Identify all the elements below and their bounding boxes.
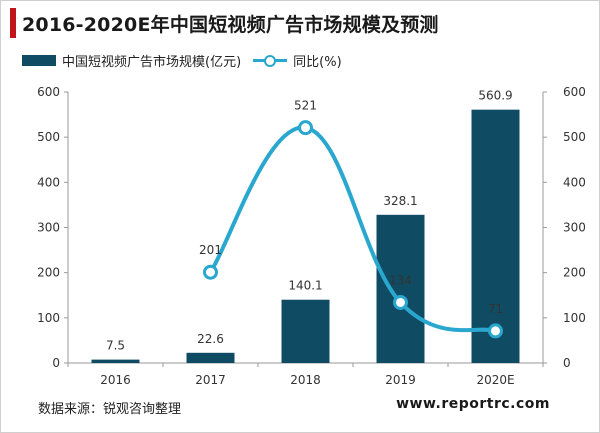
x-tick-label: 2019 [385, 373, 416, 387]
legend-line-swatch [253, 55, 288, 67]
y-tick-label-left: 100 [37, 311, 60, 325]
x-tick-label: 2018 [290, 373, 321, 387]
bar [281, 299, 330, 363]
legend: 中国短视频广告市场规模(亿元) 同比(%) [22, 51, 342, 70]
bar [376, 214, 425, 363]
line-point [488, 323, 503, 339]
y-tick-label-left: 400 [37, 175, 60, 189]
y-tick-label-right: 0 [563, 356, 571, 370]
y-tick-label-right: 100 [563, 311, 586, 325]
line-point [203, 264, 218, 280]
bar-value-label: 140.1 [288, 279, 322, 293]
line-point [298, 120, 313, 136]
y-tick-label-right: 400 [563, 175, 586, 189]
bar-value-label: 328.1 [383, 194, 417, 208]
x-tick-label: 2020E [476, 373, 514, 387]
y-tick-label-left: 0 [52, 356, 60, 370]
y-tick-label-left: 600 [37, 85, 60, 99]
y-tick-label-left: 300 [37, 221, 60, 235]
x-tick-label: 2016 [100, 373, 131, 387]
source-note: 数据来源：锐观咨询整理 [38, 402, 182, 417]
website-label: www.reportrc.com [396, 396, 550, 412]
y-tick-label-right: 200 [563, 266, 586, 280]
line-value-label: 134 [389, 273, 412, 287]
legend-line-label: 同比(%) [293, 55, 342, 70]
line-value-label: 521 [294, 99, 317, 113]
legend-bar-label: 中国短视频广告市场规模(亿元) [62, 55, 242, 70]
y-tick-label-left: 500 [37, 130, 60, 144]
bar-value-label: 22.6 [197, 332, 224, 346]
chart-title: 2016-2020E年中国短视频广告市场规模及预测 [22, 14, 439, 36]
y-tick-label-right: 300 [563, 221, 586, 235]
bar [471, 109, 520, 364]
y-tick-label-right: 600 [563, 85, 586, 99]
line-value-label: 71 [488, 302, 503, 316]
line-point [393, 294, 408, 310]
legend-bar-swatch [22, 55, 56, 66]
title-accent-bar [10, 8, 16, 38]
line-series [208, 125, 497, 333]
y-tick-label-left: 200 [37, 266, 60, 280]
bar [91, 359, 140, 363]
bar-value-label: 560.9 [478, 89, 512, 103]
x-tick-label: 2017 [195, 373, 226, 387]
line-value-label: 201 [199, 243, 222, 257]
y-tick-label-right: 500 [563, 130, 586, 144]
bar [186, 352, 235, 363]
bar-value-label: 7.5 [106, 339, 125, 353]
